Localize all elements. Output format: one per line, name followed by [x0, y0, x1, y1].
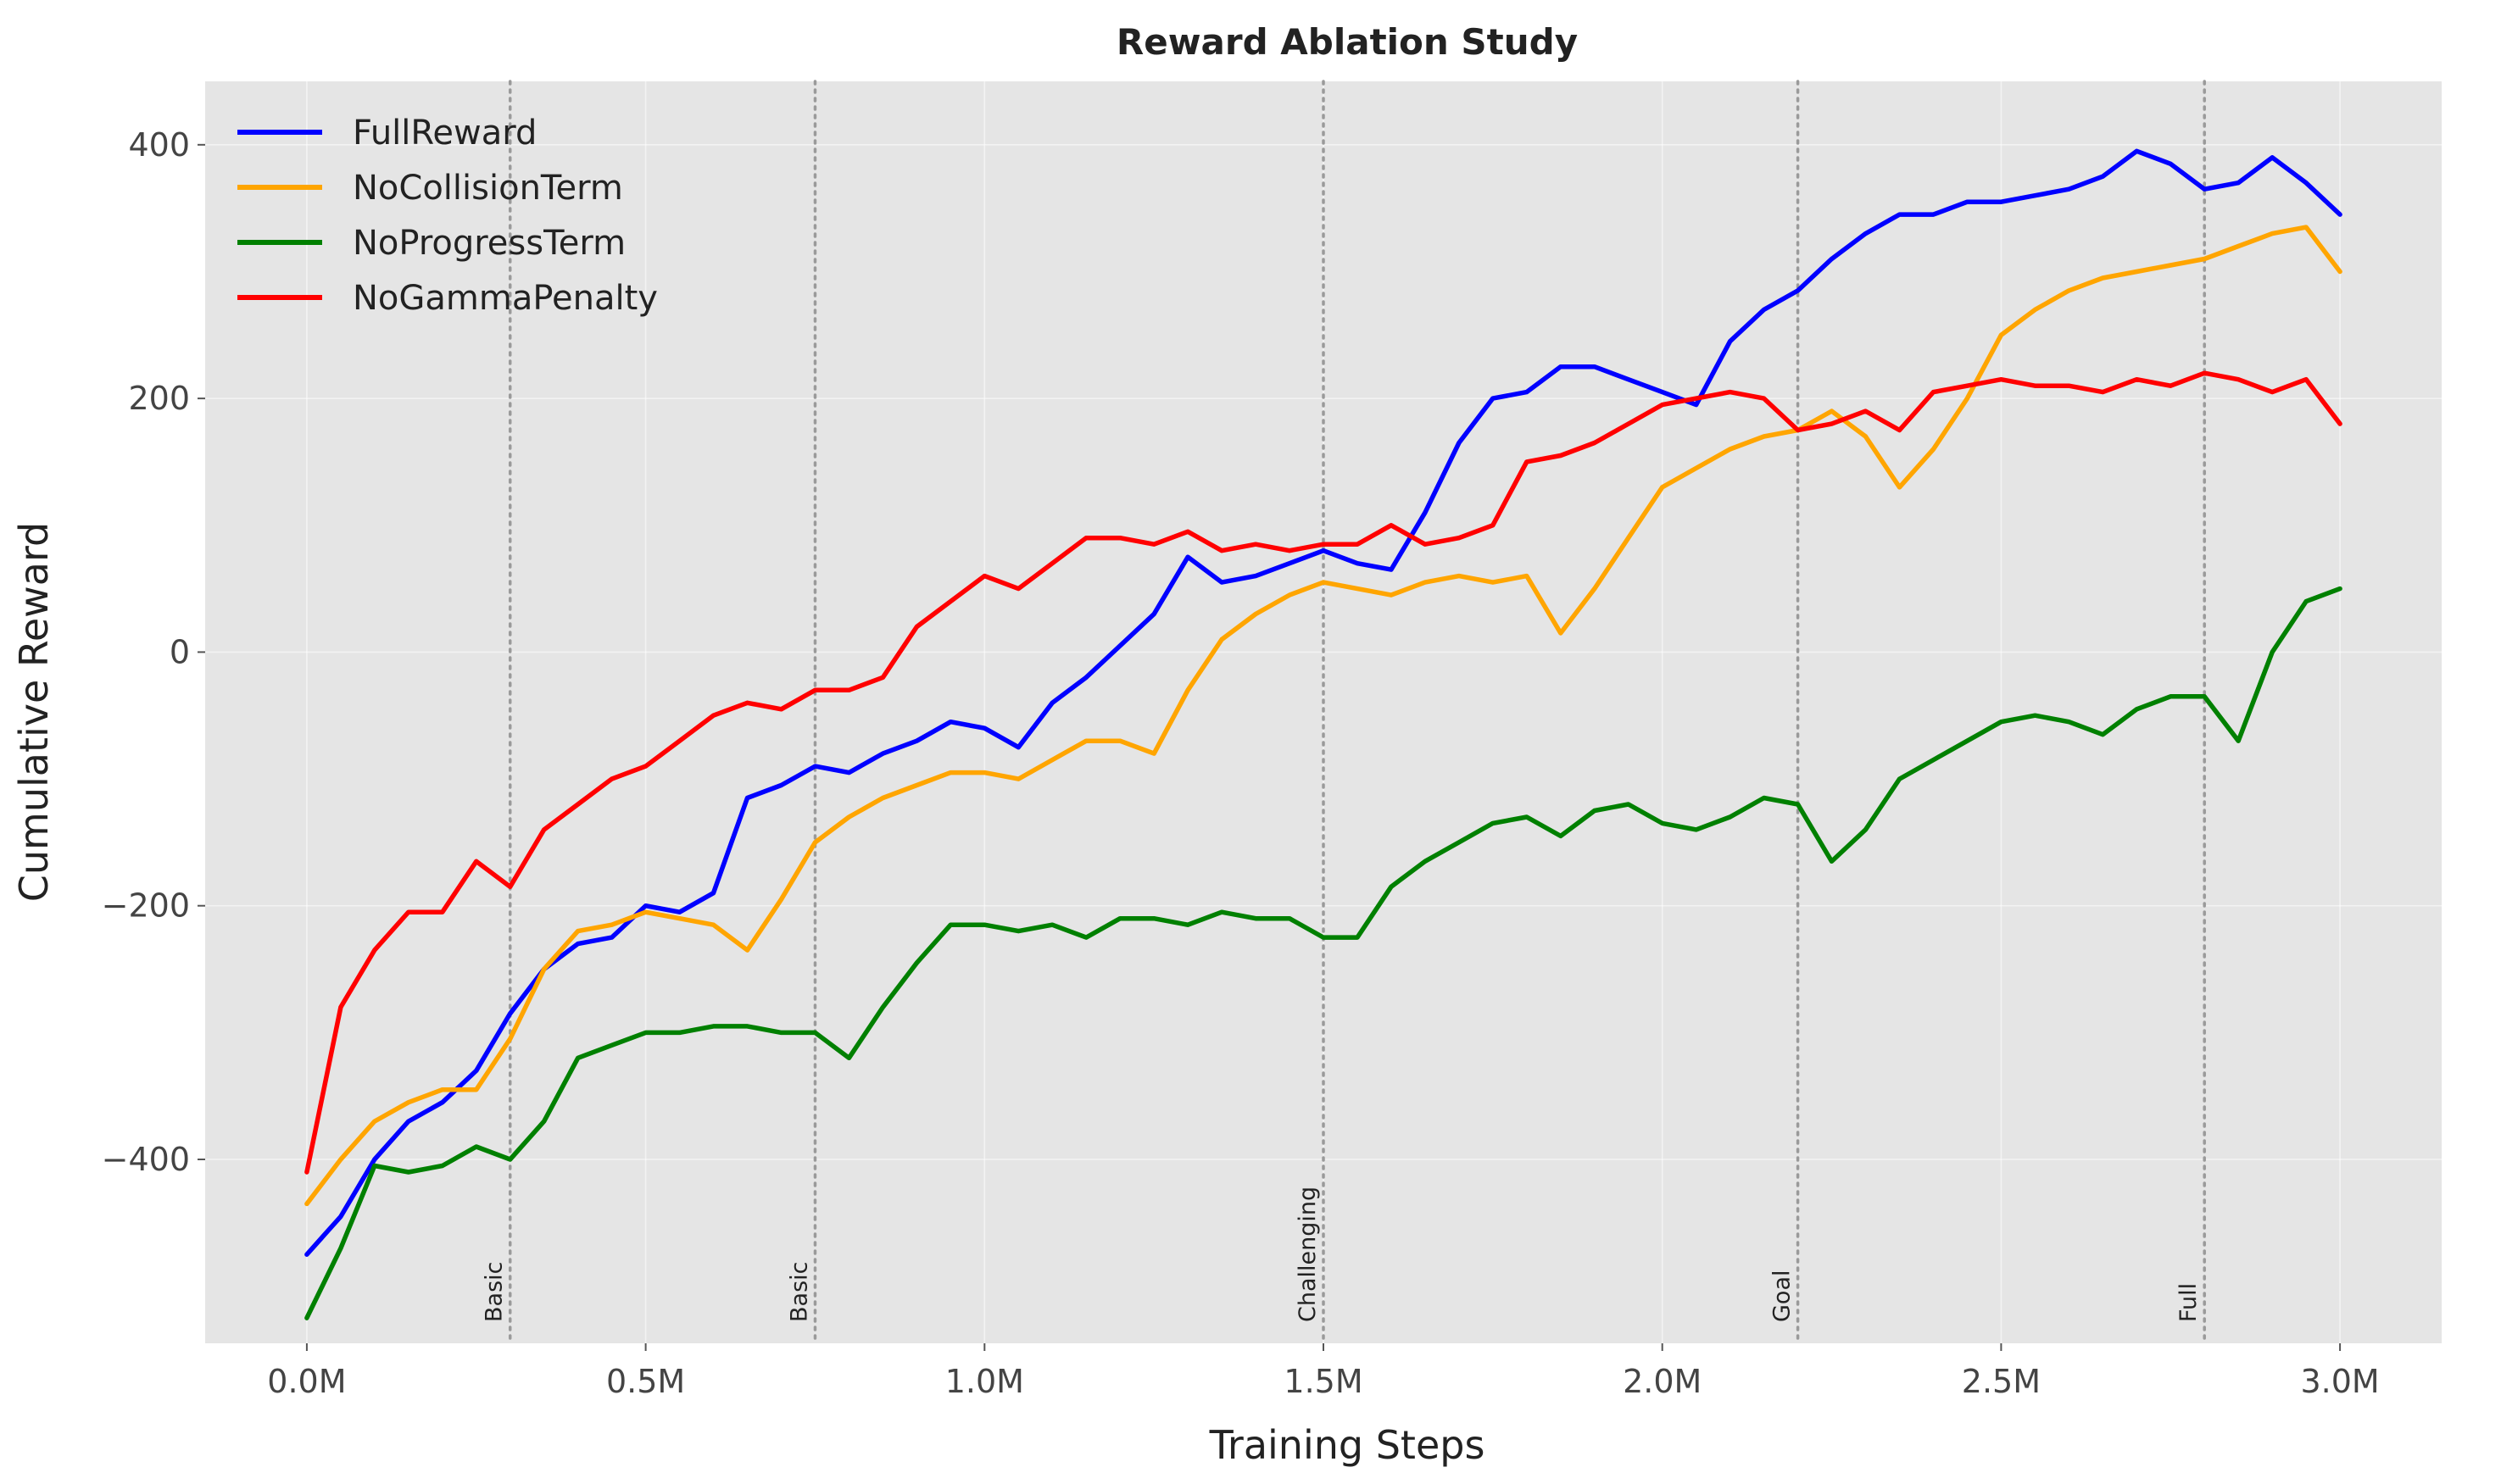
x-tick-label: 0.0M [267, 1363, 346, 1400]
x-tick-label: 2.5M [1962, 1363, 2041, 1400]
y-tick-label: 400 [128, 126, 190, 164]
stage-marker-label: Full [2175, 1283, 2202, 1322]
legend-label: NoCollisionTerm [353, 169, 623, 208]
y-tick-label: 200 [128, 380, 190, 417]
x-axis-ticks: 0.0M 0.5M 1.0M 1.5M 2.0M 2.5M 3.0M [267, 1343, 2380, 1400]
stage-marker-label: Basic [786, 1262, 812, 1322]
x-tick-label: 2.0M [1623, 1363, 1702, 1400]
y-axis-label: Cumulative Reward [11, 522, 57, 902]
x-tick-label: 1.0M [945, 1363, 1024, 1400]
x-axis-label: Training Steps [1209, 1422, 1485, 1468]
x-tick-label: 1.5M [1284, 1363, 1362, 1400]
y-axis-ticks: −400 −200 0 200 400 [102, 126, 205, 1178]
series-lines [304, 148, 2342, 1320]
y-tick-label: 0 [170, 633, 190, 670]
x-tick-label: 0.5M [606, 1363, 685, 1400]
stage-marker-label: Basic [482, 1262, 508, 1322]
stage-marker-label: Challenging [1295, 1187, 1321, 1322]
chart-title: Reward Ablation Study [1117, 21, 1578, 63]
legend-label: NoGammaPenalty [353, 279, 658, 318]
legend-label: NoProgressTerm [353, 224, 626, 263]
stage-marker-label: Goal [1769, 1270, 1796, 1323]
legend: FullReward NoCollisionTerm NoProgressTerm N… [237, 114, 658, 318]
x-tick-label: 3.0M [2300, 1363, 2379, 1400]
series-line-NoGammaPenalty [304, 370, 2342, 1175]
y-tick-label: −200 [102, 887, 190, 925]
y-tick-label: −400 [102, 1141, 190, 1178]
legend-label: FullReward [353, 114, 537, 153]
stage-markers: Basic Basic Challenging Goal Full [482, 80, 2206, 1345]
series-line-NoCollisionTerm [304, 225, 2342, 1207]
series-line-NoProgressTerm [304, 586, 2342, 1320]
series-line-FullReward [304, 148, 2342, 1257]
